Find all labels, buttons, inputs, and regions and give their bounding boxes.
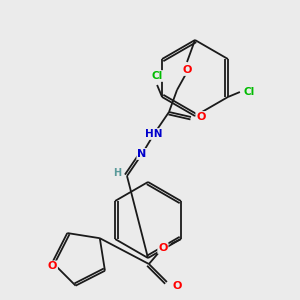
Text: O: O <box>172 281 182 291</box>
Text: O: O <box>182 65 192 75</box>
Text: HN: HN <box>145 129 163 139</box>
Text: O: O <box>48 261 57 272</box>
Text: O: O <box>158 243 168 253</box>
Text: O: O <box>196 112 206 122</box>
Text: Cl: Cl <box>243 87 254 97</box>
Text: N: N <box>137 149 147 159</box>
Text: Cl: Cl <box>152 71 163 81</box>
Text: H: H <box>113 168 121 178</box>
